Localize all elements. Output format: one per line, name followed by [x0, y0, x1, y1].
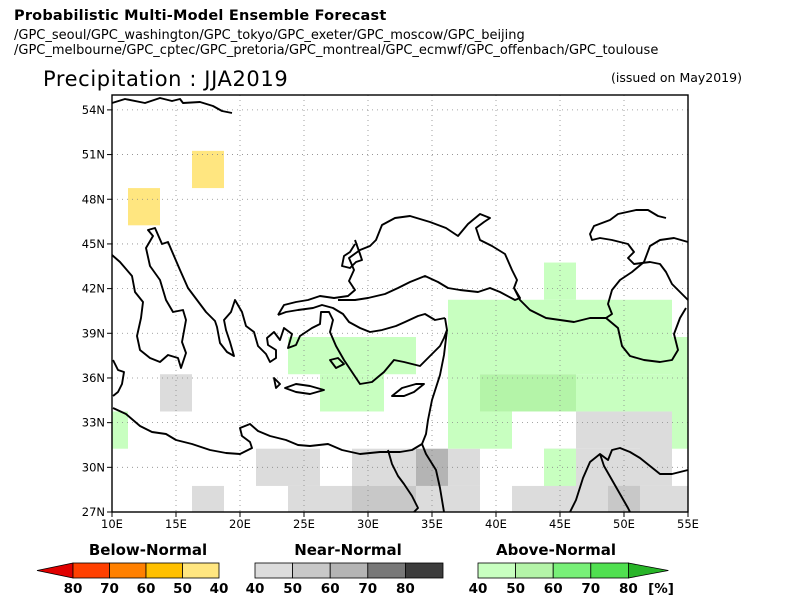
legend-label: 80	[396, 581, 415, 597]
legend-label: 40	[469, 581, 488, 597]
lon-tick-label: 20E	[229, 517, 251, 531]
lon-tick-label: 50E	[613, 517, 635, 531]
legend-label: 60	[321, 581, 340, 597]
map-frame	[111, 94, 689, 513]
forecast-cell-near-normal	[288, 485, 352, 512]
legend-swatch-near	[292, 562, 331, 579]
forecast-cell-near-normal	[640, 485, 688, 512]
variable-period-title: Precipitation : JJA2019	[43, 67, 289, 91]
legend-label: 50	[283, 581, 302, 597]
model-list-line-1: /GPC_seoul/GPC_washington/GPC_tokyo/GPC_…	[14, 28, 525, 43]
lat-tick-label: 48N	[82, 192, 105, 206]
lat-tick-label: 30N	[82, 460, 105, 474]
forecast-cell-near-normal	[608, 485, 640, 512]
lon-tick-label: 30E	[357, 517, 379, 531]
lon-tick-label: 25E	[293, 517, 315, 531]
legend-swatch-below	[145, 562, 183, 579]
forecast-cell-above-normal	[544, 448, 576, 486]
lon-tick-label: 35E	[421, 517, 443, 531]
legend-title: Below-Normal	[89, 541, 207, 559]
legend-label: 70	[100, 581, 119, 597]
legend-unit: [%]	[648, 581, 674, 597]
legend-swatch-above	[477, 562, 516, 579]
legend-arrow-above	[628, 562, 669, 579]
legend-title: Above-Normal	[496, 541, 616, 559]
legend-label: 60	[544, 581, 563, 597]
map-gridlines	[112, 95, 688, 512]
forecast-cell-above-normal	[672, 337, 688, 449]
probability-legend: Below-Normal 80 70 60 50 40 Near-Normal 40 50 60 7…	[36, 541, 674, 597]
legend-swatch-below	[72, 562, 110, 579]
legend-label: 70	[358, 581, 377, 597]
forecast-cell-near-normal	[576, 411, 640, 449]
coastlines	[111, 97, 689, 513]
forecast-cell-near-normal	[512, 485, 544, 512]
legend-label: 40	[210, 581, 229, 597]
lon-tick-label: 55E	[677, 517, 699, 531]
forecast-cell-above-normal	[480, 337, 672, 375]
forecast-cell-near-normal	[352, 485, 416, 512]
legend-swatch-near	[329, 562, 369, 579]
legend-title: Near-Normal	[294, 541, 402, 559]
legend-swatch-above	[552, 562, 592, 579]
legend-label: 80	[619, 581, 638, 597]
forecast-cell-below-normal	[192, 150, 224, 189]
legend-swatch-near	[404, 562, 444, 579]
lat-tick-label: 27N	[82, 505, 105, 519]
legend-swatch-near	[254, 562, 293, 579]
lon-tick-label: 15E	[165, 517, 187, 531]
legend-swatch-above	[515, 562, 554, 579]
legend-label: 40	[246, 581, 265, 597]
forecast-cell-above-normal	[544, 262, 576, 300]
legend-label: 80	[64, 581, 83, 597]
issued-date: (issued on May2019)	[611, 70, 742, 85]
forecast-cell-near-normal	[448, 485, 480, 512]
probability-cells	[112, 150, 688, 512]
forecast-cell-near-normal	[192, 485, 224, 512]
legend-arrow-below	[36, 562, 74, 579]
forecast-cell-above-normal	[112, 411, 128, 449]
legend-label: 60	[137, 581, 156, 597]
lon-tick-label: 10E	[101, 517, 123, 531]
lon-tick-label: 45E	[549, 517, 571, 531]
legend-swatch-below	[109, 562, 147, 579]
forecast-cell-below-normal	[128, 188, 160, 226]
legend-label: 70	[581, 581, 600, 597]
lat-tick-label: 45N	[82, 237, 105, 251]
forecast-title: Probabilistic Multi-Model Ensemble Forec…	[14, 8, 387, 24]
lon-tick-label: 40E	[485, 517, 507, 531]
forecast-cell-near-normal	[448, 448, 480, 486]
forecast-cell-above-normal	[448, 337, 480, 449]
forecast-cell-above-normal	[480, 374, 576, 412]
legend-swatch-below	[182, 562, 220, 579]
map-axes: 27N 30N 33N 36N 39N 42N 45N 48N 51N 54N 10E 15E 20E 2…	[82, 103, 699, 531]
legend-label: 50	[506, 581, 525, 597]
legend-label: 50	[173, 581, 192, 597]
lat-tick-label: 42N	[82, 282, 105, 296]
lat-tick-label: 36N	[82, 371, 105, 385]
legend-swatch-above	[590, 562, 629, 579]
lat-tick-label: 54N	[82, 103, 105, 117]
model-list-line-2: /GPC_melbourne/GPC_cptec/GPC_pretoria/GP…	[14, 43, 659, 58]
lat-tick-label: 33N	[82, 416, 105, 430]
lat-tick-label: 39N	[82, 326, 105, 340]
legend-swatch-near	[367, 562, 406, 579]
lat-tick-label: 51N	[82, 148, 105, 162]
